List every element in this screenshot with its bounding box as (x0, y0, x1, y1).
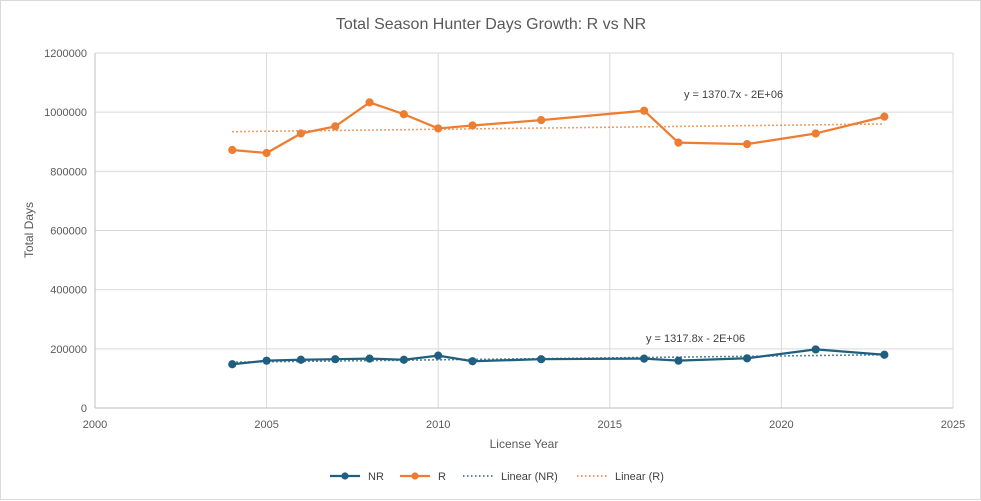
y-tick-label: 200000 (50, 344, 87, 356)
data-point-r (228, 145, 237, 155)
legend-label-r: R (438, 471, 446, 483)
data-point-nr (674, 356, 683, 365)
data-point-nr (811, 345, 820, 354)
legend-marker-nr (341, 472, 349, 480)
data-point-r (811, 129, 820, 138)
data-point-r (434, 124, 443, 133)
x-tick-label: 2005 (254, 419, 278, 431)
x-axis-title: License Year (490, 437, 559, 451)
data-point-nr (468, 357, 477, 366)
legend-label-linear-nr: Linear (NR) (501, 471, 558, 483)
data-point-r (296, 129, 306, 138)
gridlines (95, 52, 954, 408)
data-point-r (674, 138, 683, 147)
y-tick-label: 1000000 (44, 107, 87, 119)
data-point-r (880, 112, 889, 121)
x-tick-label: 2000 (83, 419, 107, 431)
x-tick-label: 2025 (941, 419, 965, 431)
legend-label-linear-r: Linear (R) (615, 471, 664, 483)
chart-title: Total Season Hunter Days Growth: R vs NR (336, 16, 646, 33)
data-point-nr (880, 350, 889, 359)
data-point-nr (434, 351, 443, 360)
y-axis-title: Total Days (22, 202, 36, 258)
y-tick-label: 0 (81, 403, 87, 415)
y-tick-label: 400000 (50, 285, 87, 297)
data-point-r (468, 121, 477, 130)
data-point-r (262, 148, 271, 158)
data-point-nr (537, 355, 546, 364)
series-line-r (232, 101, 885, 155)
legend: NR R Linear (NR) Linear (R) (330, 471, 664, 483)
y-tick-label: 1200000 (44, 48, 87, 60)
data-point-nr (640, 354, 649, 363)
data-point-nr (365, 354, 374, 363)
data-point-r (399, 110, 408, 119)
data-point-nr (296, 355, 306, 364)
data-point-nr (331, 355, 340, 364)
x-tick-label: 2020 (769, 419, 793, 431)
data-point-nr (399, 355, 408, 364)
data-point-nr (228, 360, 237, 369)
x-tick-label: 2010 (426, 419, 450, 431)
trendline-r (232, 123, 885, 133)
legend-label-nr: NR (368, 471, 384, 483)
series-line-nr (232, 348, 885, 366)
trendline-nr (232, 353, 885, 363)
legend-marker-r (411, 472, 419, 480)
y-tick-label: 800000 (50, 166, 87, 178)
data-point-r (537, 116, 546, 125)
data-point-r (331, 122, 340, 131)
series-lines (228, 98, 889, 369)
data-point-nr (742, 354, 752, 363)
data-point-r (640, 106, 649, 115)
data-point-r (365, 98, 374, 107)
y-tick-label: 600000 (50, 226, 87, 238)
trend-equation-nr: y = 1317.8x - 2E+06 (646, 333, 745, 345)
x-tick-label: 2015 (598, 419, 622, 431)
data-point-r (742, 140, 752, 149)
data-point-nr (262, 356, 271, 365)
axes: 0 200000 400000 600000 800000 1000000 1200000 2… (44, 48, 965, 431)
trend-equation-r: y = 1370.7x - 2E+06 (684, 89, 783, 101)
trendlines (232, 123, 885, 363)
